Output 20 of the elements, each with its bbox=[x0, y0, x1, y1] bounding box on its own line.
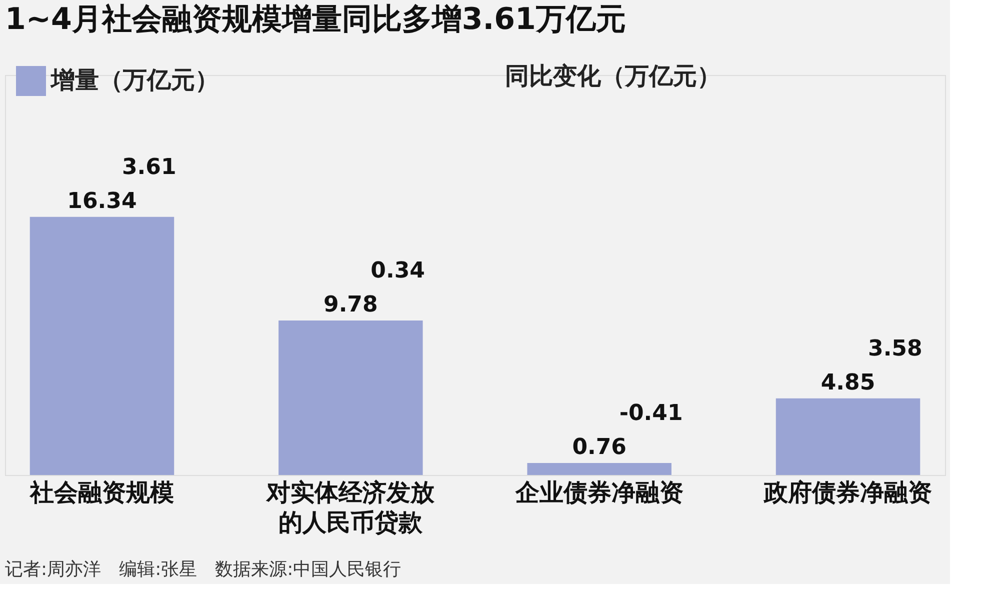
bar bbox=[278, 320, 423, 475]
annotation: -0.41 bbox=[619, 400, 683, 426]
text: 同比变化（万亿元） bbox=[505, 62, 721, 90]
legend-label: 增量（万亿元） bbox=[50, 66, 219, 94]
chart-title: 1~4月社会融资规模增量同比多增3.61万亿元 bbox=[5, 2, 626, 37]
data-label: 0.76 bbox=[572, 434, 626, 460]
x-tick-label: 政府债券净融资 bbox=[763, 478, 932, 506]
annotation: 3.61 bbox=[122, 154, 176, 180]
bar bbox=[527, 462, 672, 475]
x-tick-label: 对实体经济发放的人民币贷款 bbox=[266, 478, 436, 536]
annotation: 3.58 bbox=[868, 336, 922, 362]
text: 记者:周亦洋 编辑:张星 数据来源:中国人民银行 bbox=[5, 559, 402, 580]
x-tick-label: 企业债券净融资 bbox=[514, 478, 684, 506]
data-label: 4.85 bbox=[820, 370, 876, 396]
annotation: 0.34 bbox=[370, 258, 425, 284]
data-label: 16.34 bbox=[67, 188, 137, 214]
bar bbox=[30, 216, 174, 475]
x-tick-label: 社会融资规模 bbox=[28, 478, 174, 506]
data-label: 9.78 bbox=[324, 292, 378, 318]
bar bbox=[776, 398, 920, 475]
